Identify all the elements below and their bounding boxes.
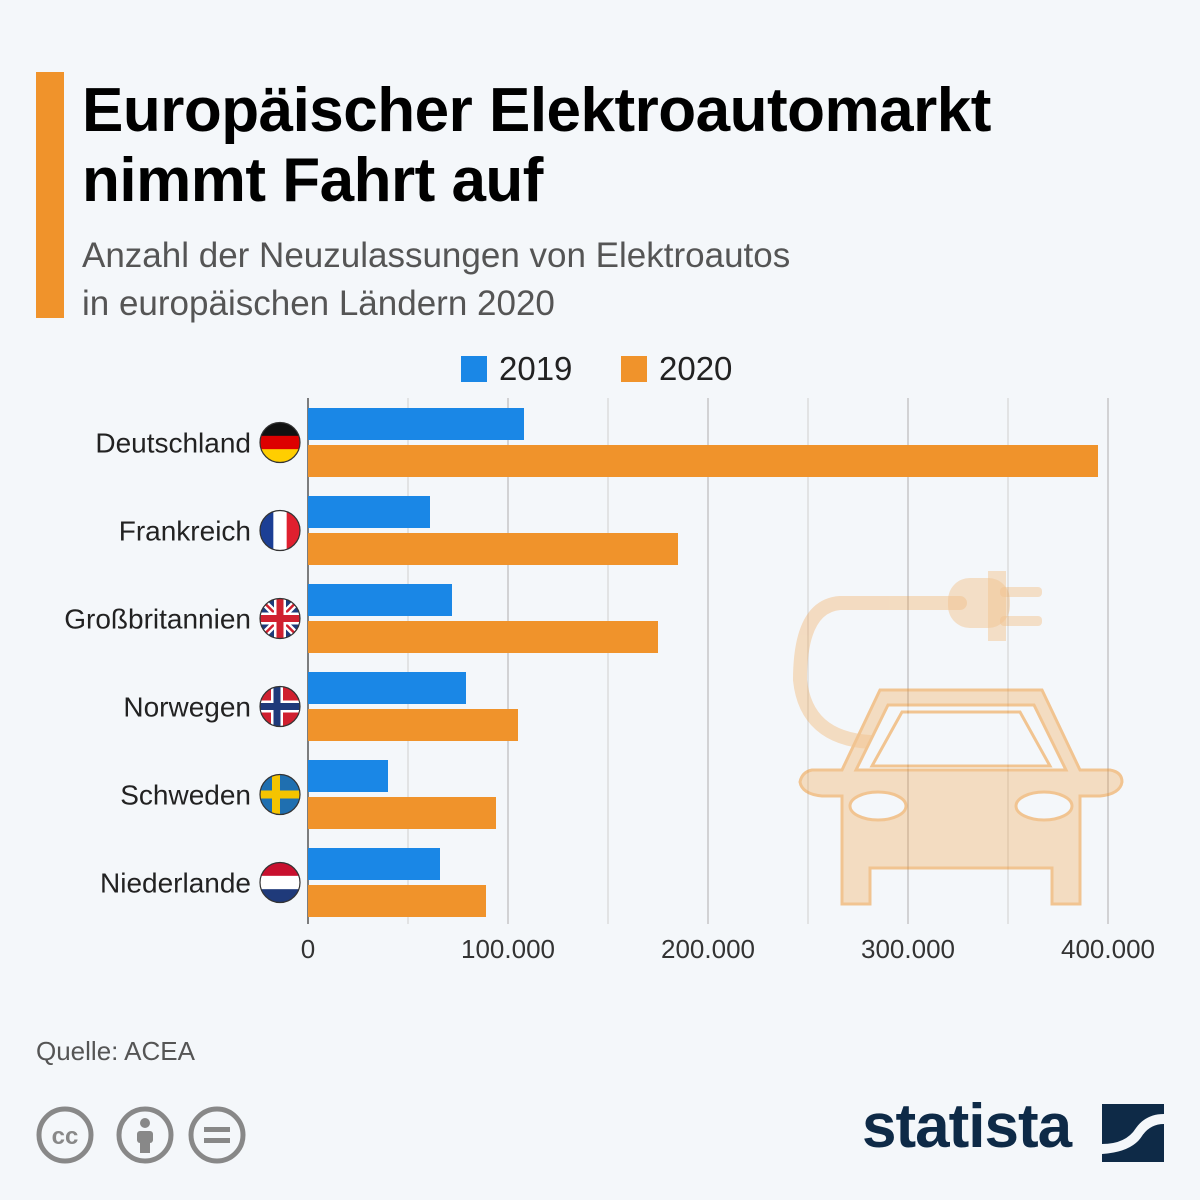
x-tick-label: 300.000 (861, 934, 955, 964)
x-axis-tick-labels: 0 100.000 200.000 300.000 400.000 (301, 934, 1155, 964)
legend: 2019 2020 (461, 350, 732, 387)
category-label: Niederlande (100, 868, 251, 899)
bar-2020-6 (308, 885, 486, 917)
x-tick-label: 100.000 (461, 934, 555, 964)
nd-icon[interactable] (188, 1106, 246, 1164)
bar-2019-5 (308, 760, 388, 792)
x-tick-label: 200.000 (661, 934, 755, 964)
flag-gb-icon (260, 598, 300, 639)
statista-logo[interactable]: statista (862, 1096, 1167, 1168)
flag-no-icon (260, 686, 300, 727)
legend-label-2019: 2019 (499, 350, 572, 387)
bar-2020-2 (308, 533, 678, 565)
category-label: Großbritannien (64, 604, 251, 635)
flag-nl-icon (260, 862, 300, 903)
flag-fr-icon (260, 510, 300, 551)
chart-subtitle-line-1: Anzahl der Neuzulassungen von Elektroaut… (82, 236, 791, 275)
chart-title-line-1: Europäischer Elektroautomarkt (82, 76, 991, 145)
cc-icon[interactable]: cc (36, 1106, 94, 1164)
bar-2020-1 (308, 445, 1098, 477)
legend-label-2020: 2020 (659, 350, 732, 387)
bar-2019-2 (308, 496, 430, 528)
bar-2020-3 (308, 621, 658, 653)
bars (308, 408, 1098, 917)
statista-logo-icon (1102, 1104, 1164, 1162)
accent-bar (36, 72, 64, 318)
bar-2019-6 (308, 848, 440, 880)
bar-chart: 2019 2020 Deutschland Frankreich Großbritan… (64, 350, 1155, 964)
bar-2019-1 (308, 408, 524, 440)
chart-subtitle-line-2: in europäischen Ländern 2020 (82, 284, 555, 323)
svg-text:cc: cc (52, 1123, 79, 1150)
bar-2020-4 (308, 709, 518, 741)
x-tick-label: 0 (301, 934, 315, 964)
chart-title-line-2: nimmt Fahrt auf (82, 146, 543, 215)
statista-wordmark: statista (862, 1092, 1072, 1161)
legend-swatch-2019 (461, 356, 487, 382)
x-tick-label: 400.000 (1061, 934, 1155, 964)
by-icon[interactable] (116, 1106, 174, 1164)
bar-2019-3 (308, 584, 452, 616)
license-icons[interactable]: cc (36, 1106, 246, 1166)
category-labels: Deutschland Frankreich Großbritannien Norwe… (64, 428, 251, 899)
category-label: Schweden (120, 780, 251, 811)
category-label: Frankreich (119, 516, 251, 547)
source-note: Quelle: ACEA (36, 1036, 195, 1066)
flags (259, 421, 301, 904)
category-label: Deutschland (95, 428, 251, 459)
flag-de-icon (260, 422, 300, 463)
legend-swatch-2020 (621, 356, 647, 382)
flag-se-icon (260, 774, 300, 815)
category-label: Norwegen (123, 692, 251, 723)
bar-2019-4 (308, 672, 466, 704)
electric-car-icon (792, 571, 1124, 906)
gridlines (307, 398, 1109, 924)
bar-2020-5 (308, 797, 496, 829)
